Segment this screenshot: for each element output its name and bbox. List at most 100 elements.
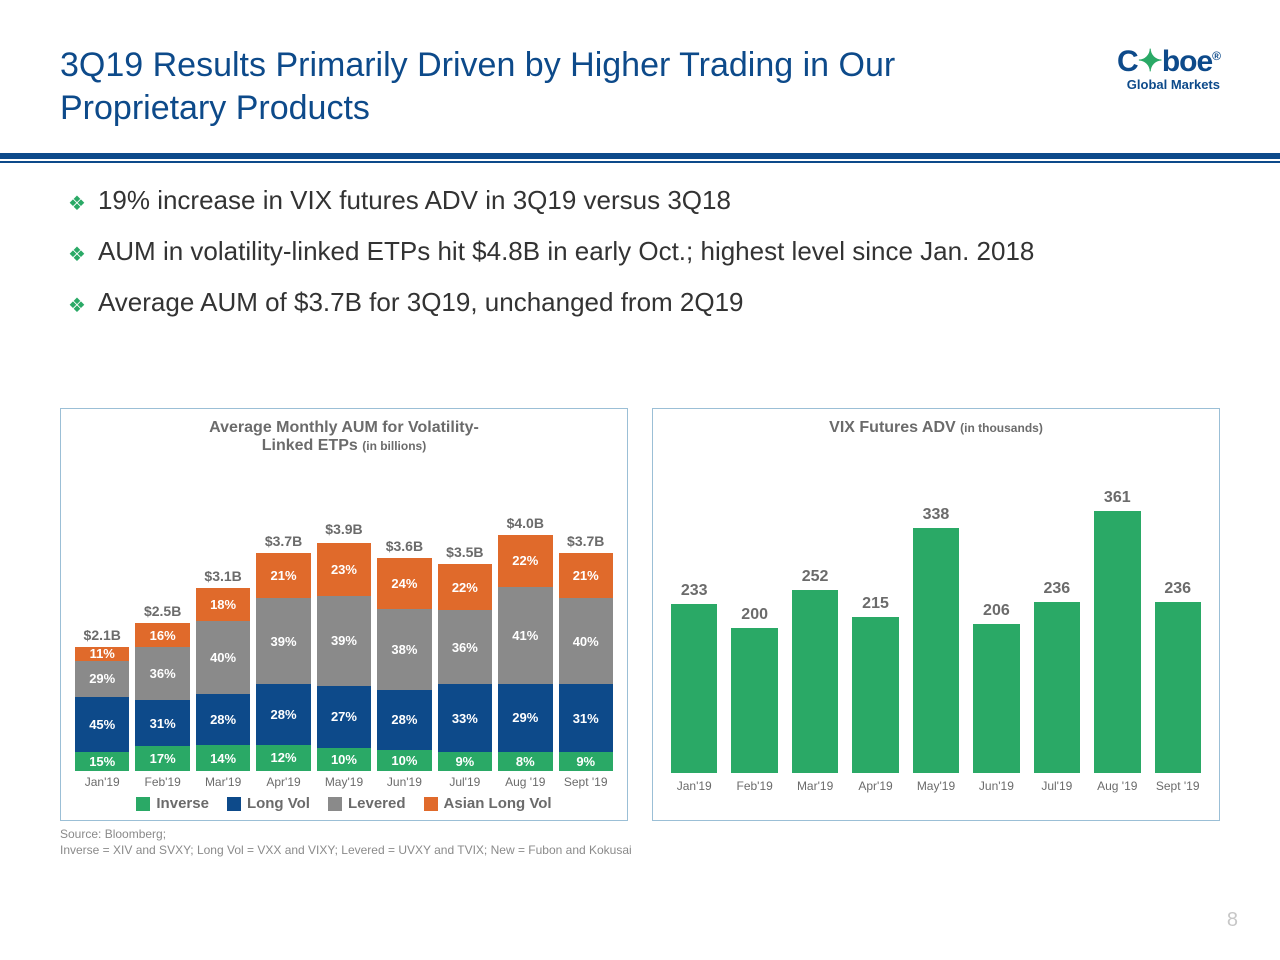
stacked-segment-long-vol: 28% — [377, 690, 431, 750]
bullet-item: ❖ 19% increase in VIX futures ADV in 3Q1… — [68, 185, 1220, 216]
x-axis-label: May'19 — [317, 775, 371, 789]
bullet-text: AUM in volatility-linked ETPs hit $4.8B … — [98, 236, 1034, 267]
x-axis-label: Jan'19 — [671, 779, 717, 793]
footnote-source: Source: Bloomberg; — [60, 827, 1220, 843]
legend-swatch-icon — [136, 797, 150, 811]
stacked-segment-levered: 40% — [196, 621, 250, 694]
chart-title: Average Monthly AUM for Volatility- Link… — [73, 419, 615, 455]
bar-x-axis: Jan'19Feb'19Mar'19Apr'19May'19Jun'19Jul'… — [665, 773, 1207, 793]
stacked-bar: 15%45%29%11% — [75, 647, 129, 771]
stacked-segment-inverse: 10% — [377, 750, 431, 771]
stacked-segment-levered: 36% — [438, 610, 492, 684]
cboe-logo: C✦boe® Global Markets — [1117, 44, 1220, 92]
stacked-segment-levered: 36% — [135, 647, 189, 700]
bar-rect — [1155, 602, 1201, 773]
stacked-bar-column: $4.0B8%29%41%22% — [498, 515, 552, 771]
legend-item: Asian Long Vol — [424, 795, 552, 812]
bar-column: 252 — [792, 568, 838, 773]
stacked-bar: 10%28%38%24% — [377, 558, 431, 771]
stacked-segment-asian-long-vol: 22% — [438, 564, 492, 609]
x-axis-label: Mar'19 — [196, 775, 250, 789]
stacked-segment-asian-long-vol: 11% — [75, 647, 129, 661]
stacked-bar-total-label: $4.0B — [507, 515, 544, 531]
chart-units: (in thousands) — [960, 421, 1043, 435]
bar-column: 361 — [1094, 489, 1140, 773]
stacked-segment-inverse: 9% — [559, 752, 613, 771]
bar-column: 200 — [731, 606, 777, 773]
chart-title-text: VIX Futures ADV — [829, 419, 956, 436]
x-axis-label: Jun'19 — [973, 779, 1019, 793]
bar-rect — [792, 590, 838, 773]
bar-column: 338 — [913, 506, 959, 773]
cboe-logo-subtitle: Global Markets — [1117, 77, 1220, 92]
stacked-segment-inverse: 14% — [196, 745, 250, 771]
stacked-segment-long-vol: 27% — [317, 686, 371, 748]
bar-value-label: 252 — [802, 568, 829, 586]
stacked-segment-asian-long-vol: 18% — [196, 588, 250, 621]
bar-column: 215 — [852, 595, 898, 773]
stacked-segment-asian-long-vol: 24% — [377, 558, 431, 609]
bar-value-label: 215 — [862, 595, 889, 613]
stacked-bar-column: $3.5B9%33%36%22% — [438, 544, 492, 771]
stacked-bar-total-label: $3.6B — [386, 538, 423, 554]
bar-value-label: 361 — [1104, 489, 1131, 507]
chart-title: VIX Futures ADV (in thousands) — [665, 419, 1207, 437]
stacked-segment-long-vol: 28% — [256, 684, 310, 745]
bar-column: 236 — [1034, 580, 1080, 773]
stacked-segment-inverse: 9% — [438, 752, 492, 771]
bar-column: 233 — [671, 582, 717, 773]
legend-label: Long Vol — [247, 795, 310, 812]
stacked-segment-inverse: 12% — [256, 745, 310, 771]
stacked-bar-column: $3.7B9%31%40%21% — [559, 533, 613, 771]
x-axis-label: Jul'19 — [438, 775, 492, 789]
bar-column: 206 — [973, 602, 1019, 773]
bar-rect — [1034, 602, 1080, 773]
legend-label: Inverse — [156, 795, 209, 812]
stacked-x-axis: Jan'19Feb'19Mar'19Apr'19May'19Jun'19Jul'… — [73, 771, 615, 789]
x-axis-label: May'19 — [913, 779, 959, 793]
x-axis-label: Aug '19 — [1094, 779, 1140, 793]
bullet-item: ❖ AUM in volatility-linked ETPs hit $4.8… — [68, 236, 1220, 267]
stacked-bar-total-label: $3.7B — [567, 533, 604, 549]
stacked-bar-total-label: $3.1B — [204, 568, 241, 584]
bar-value-label: 236 — [1043, 580, 1070, 598]
diamond-bullet-icon: ❖ — [68, 242, 86, 267]
chart-title-line2: Linked ETPs — [262, 437, 358, 454]
stacked-legend: Inverse Long Vol Levered Asian Long Vol — [73, 795, 615, 812]
legend-item: Levered — [328, 795, 406, 812]
diamond-bullet-icon: ❖ — [68, 191, 86, 216]
cboe-logo-star-icon: ✦ — [1138, 45, 1162, 78]
bar-plot-area: 233200252215338206236361236 — [665, 443, 1207, 773]
legend-label: Levered — [348, 795, 406, 812]
stacked-segment-long-vol: 29% — [498, 684, 552, 752]
stacked-bar: 9%33%36%22% — [438, 564, 492, 771]
cboe-logo-c: C — [1117, 45, 1138, 78]
x-axis-label: Jul'19 — [1034, 779, 1080, 793]
cboe-logo-boe: boe — [1162, 45, 1212, 78]
stacked-segment-levered: 39% — [256, 598, 310, 683]
x-axis-label: Feb'19 — [731, 779, 777, 793]
stacked-bar-total-label: $2.5B — [144, 603, 181, 619]
stacked-bar-column: $3.9B10%27%39%23% — [317, 521, 371, 771]
stacked-segment-levered: 41% — [498, 587, 552, 684]
slide-title: 3Q19 Results Primarily Driven by Higher … — [60, 44, 1040, 129]
bar-value-label: 206 — [983, 602, 1010, 620]
stacked-bar-total-label: $3.7B — [265, 533, 302, 549]
bullet-item: ❖ Average AUM of $3.7B for 3Q19, unchang… — [68, 287, 1220, 318]
x-axis-label: Jan'19 — [75, 775, 129, 789]
stacked-segment-asian-long-vol: 21% — [256, 553, 310, 599]
bullet-text: Average AUM of $3.7B for 3Q19, unchanged… — [98, 287, 744, 318]
legend-swatch-icon — [227, 797, 241, 811]
stacked-bar: 12%28%39%21% — [256, 553, 310, 771]
stacked-segment-long-vol: 31% — [135, 700, 189, 746]
bullet-list: ❖ 19% increase in VIX futures ADV in 3Q1… — [0, 163, 1280, 318]
legend-label: Asian Long Vol — [444, 795, 552, 812]
vix-futures-bar-chart: VIX Futures ADV (in thousands) 233 200 252… — [652, 408, 1220, 821]
slide-header: 3Q19 Results Primarily Driven by Higher … — [0, 0, 1280, 141]
stacked-segment-levered: 38% — [377, 609, 431, 690]
diamond-bullet-icon: ❖ — [68, 293, 86, 318]
bar-rect — [913, 528, 959, 773]
stacked-segment-levered: 29% — [75, 661, 129, 697]
bar-rect — [852, 617, 898, 773]
bar-rect — [731, 628, 777, 773]
